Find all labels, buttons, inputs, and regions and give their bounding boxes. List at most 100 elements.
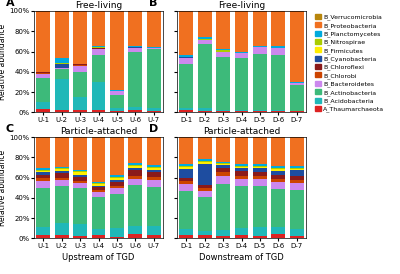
Title: Particle-attached: Particle-attached [203, 127, 280, 136]
Bar [73, 172, 87, 173]
Bar [128, 110, 142, 112]
Bar [290, 176, 304, 179]
Bar [147, 170, 161, 173]
Bar [179, 235, 193, 238]
Bar [36, 11, 50, 72]
Text: D: D [149, 124, 158, 134]
Bar [198, 44, 212, 108]
Bar [272, 175, 285, 179]
Bar [179, 169, 193, 178]
Bar [234, 137, 248, 164]
Bar [216, 176, 230, 184]
Bar [36, 173, 50, 175]
X-axis label: Downstream of TGD: Downstream of TGD [199, 253, 284, 262]
Bar [92, 110, 106, 112]
Bar [55, 68, 68, 69]
Bar [73, 110, 87, 112]
Bar [234, 52, 248, 53]
Bar [128, 137, 142, 163]
Bar [216, 173, 230, 176]
Bar [128, 169, 142, 170]
Bar [110, 90, 124, 91]
X-axis label: Upstream of TGD: Upstream of TGD [62, 253, 135, 262]
Bar [253, 176, 267, 179]
Bar [73, 11, 87, 64]
Bar [216, 163, 230, 164]
Bar [198, 231, 212, 235]
Bar [234, 164, 248, 166]
Bar [272, 234, 285, 238]
Bar [147, 173, 161, 176]
Bar [36, 137, 50, 169]
Bar [272, 110, 285, 111]
Bar [290, 137, 304, 166]
Bar [147, 176, 161, 179]
Bar [128, 166, 142, 169]
Bar [198, 11, 212, 37]
Bar [147, 111, 161, 112]
Bar [147, 47, 161, 48]
Bar [110, 95, 124, 108]
Bar [55, 235, 68, 238]
Bar [73, 64, 87, 65]
Bar [290, 229, 304, 236]
Bar [147, 165, 161, 167]
Bar [128, 47, 142, 48]
Bar [198, 235, 212, 238]
Y-axis label: Relative abundance: Relative abundance [0, 24, 7, 100]
Bar [92, 229, 106, 235]
Bar [73, 176, 87, 181]
Bar [147, 179, 161, 187]
Bar [92, 190, 106, 192]
Bar [36, 170, 50, 172]
Bar [234, 167, 248, 169]
Bar [253, 111, 267, 112]
Bar [198, 39, 212, 40]
Bar [110, 186, 124, 188]
Bar [55, 110, 68, 112]
Text: C: C [6, 124, 14, 134]
Bar [253, 47, 267, 53]
Bar [147, 108, 161, 111]
Bar [179, 184, 193, 191]
Bar [128, 179, 142, 185]
Bar [110, 228, 124, 237]
Bar [36, 169, 50, 170]
Bar [36, 109, 50, 112]
Bar [110, 194, 124, 228]
Bar [55, 69, 68, 79]
Bar [92, 197, 106, 229]
Bar [253, 110, 267, 111]
Bar [55, 223, 68, 235]
Bar [179, 166, 193, 167]
Bar [290, 169, 304, 170]
Text: A: A [6, 0, 14, 8]
Bar [198, 191, 212, 197]
Bar [216, 110, 230, 111]
Bar [147, 137, 161, 165]
Bar [272, 227, 285, 234]
Bar [55, 178, 68, 179]
Bar [73, 182, 87, 188]
Bar [147, 48, 161, 50]
Bar [272, 137, 285, 166]
Bar [147, 187, 161, 226]
Bar [179, 191, 193, 229]
Bar [179, 137, 193, 164]
Bar [198, 164, 212, 185]
Bar [55, 173, 68, 178]
Bar [110, 179, 124, 182]
Bar [216, 11, 230, 50]
Bar [198, 197, 212, 231]
Bar [253, 11, 267, 47]
Bar [198, 40, 212, 44]
Bar [179, 55, 193, 57]
Bar [36, 102, 50, 109]
Bar [290, 179, 304, 182]
Bar [92, 187, 106, 190]
Bar [234, 58, 248, 110]
Bar [179, 11, 193, 55]
Bar [216, 164, 230, 165]
Bar [73, 97, 87, 110]
Bar [36, 172, 50, 173]
